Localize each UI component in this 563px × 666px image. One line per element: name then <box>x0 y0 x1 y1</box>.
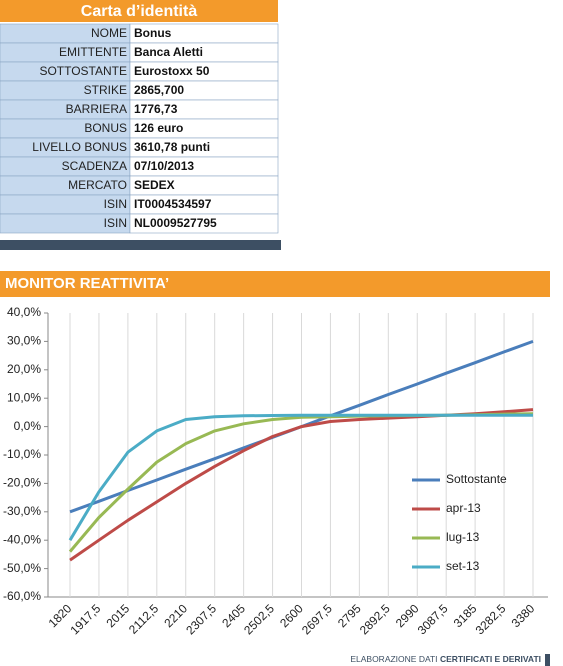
y-tick-label: -10,0% <box>3 447 41 461</box>
x-tick-label: 2112,5 <box>126 601 161 636</box>
x-tick-label: 2892,5 <box>357 601 393 637</box>
y-tick-label: 10,0% <box>7 390 41 404</box>
legend-label: apr-13 <box>446 501 481 515</box>
x-tick-label: 1917,5 <box>67 601 103 637</box>
row-value: Banca Aletti <box>134 45 203 59</box>
legend-label: set-13 <box>446 559 480 573</box>
row-label: SCADENZA <box>62 159 127 173</box>
footer-prefix: ELABORAZIONE DATI <box>350 654 437 664</box>
table-footer-bar <box>0 240 281 250</box>
legend-label: Sottostante <box>446 472 507 486</box>
chart-title: MONITOR REATTIVITA’ <box>5 275 169 292</box>
legend-label: lug-13 <box>446 530 480 544</box>
row-label: STRIKE <box>84 83 127 97</box>
row-value: Eurostoxx 50 <box>134 64 210 78</box>
row-label: EMITTENTE <box>59 45 127 59</box>
y-tick-label: -30,0% <box>3 504 41 518</box>
series-line <box>68 413 533 541</box>
y-tick-label: -60,0% <box>3 589 41 603</box>
row-label: BARRIERA <box>66 102 127 116</box>
y-tick-label: -50,0% <box>3 561 41 575</box>
y-tick-label: 40,0% <box>7 305 41 319</box>
row-label: SOTTOSTANTE <box>39 64 127 78</box>
row-label: ISIN <box>104 197 127 211</box>
row-value: IT0004534597 <box>134 197 212 211</box>
footer-credit: ELABORAZIONE DATI CERTIFICATI E DERIVATI <box>350 654 541 664</box>
x-tick-label: 2502,5 <box>241 601 277 637</box>
footer-mark <box>545 654 550 666</box>
y-tick-label: 30,0% <box>7 334 41 348</box>
row-value: 2865,700 <box>134 83 184 97</box>
row-value: NL0009527795 <box>134 216 217 230</box>
row-label: ISIN <box>104 216 127 230</box>
table-title: Carta d’identità <box>81 3 198 20</box>
row-value: 3610,78 punti <box>134 140 210 154</box>
y-tick-label: 20,0% <box>7 362 41 376</box>
x-tick-label: 2307,5 <box>183 601 219 637</box>
y-tick-label: -40,0% <box>3 532 41 546</box>
row-label: MERCATO <box>68 178 127 192</box>
row-value: 07/10/2013 <box>134 159 194 173</box>
row-label: LIVELLO BONUS <box>32 140 127 154</box>
row-value: 126 euro <box>134 121 183 135</box>
y-tick-label: -20,0% <box>3 476 41 490</box>
table-header-bar <box>0 0 278 22</box>
row-label: BONUS <box>84 121 127 135</box>
value-cell <box>129 213 279 234</box>
x-tick-label: 3380 <box>509 601 538 630</box>
row-value: 1776,73 <box>134 102 178 116</box>
footer-brand: CERTIFICATI E DERIVATI <box>440 654 541 664</box>
row-label: NOME <box>91 26 127 40</box>
x-tick-label: 3087,5 <box>415 601 451 637</box>
x-tick-label: 3282,5 <box>473 601 509 637</box>
row-value: SEDEX <box>134 178 175 192</box>
y-tick-label: 0,0% <box>14 419 42 433</box>
chart-header-bar <box>0 271 550 297</box>
row-value: Bonus <box>134 26 172 40</box>
x-tick-label: 2697,5 <box>299 601 335 637</box>
